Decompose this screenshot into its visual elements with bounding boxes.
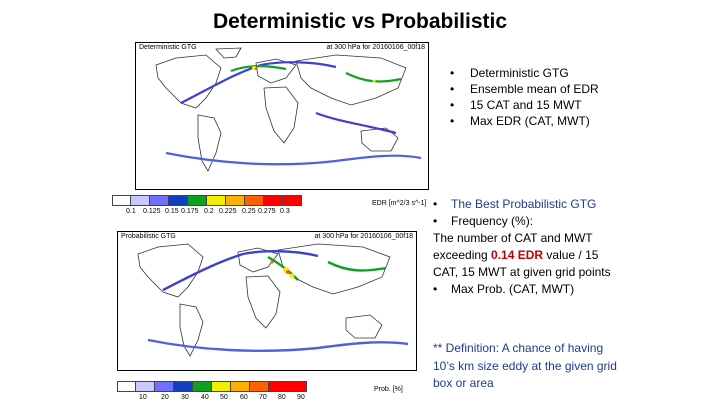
- tick: 60: [240, 394, 248, 401]
- tick: 70: [259, 394, 267, 401]
- tick: 0.175: [181, 208, 199, 215]
- tick: 20: [161, 394, 169, 401]
- tick: 0.25: [242, 208, 256, 215]
- definition-note: ** Definition: A chance of having 10’s k…: [433, 341, 617, 390]
- probability-colorbar: [117, 381, 307, 392]
- tick: 40: [201, 394, 209, 401]
- probabilistic-map: [137, 243, 409, 357]
- edr-unit: EDR [m^2/3 s^-1]: [372, 200, 427, 207]
- tick: 0.1: [126, 208, 136, 215]
- tick: 30: [181, 394, 189, 401]
- tick: 80: [278, 394, 286, 401]
- tick: 0.275: [258, 208, 276, 215]
- bullet-item: Ensemble mean of EDR: [450, 81, 599, 97]
- deterministic-bullets: Deterministic GTG Ensemble mean of EDR 1…: [450, 65, 599, 129]
- bullet-item: 15 CAT and 15 MWT: [450, 97, 599, 113]
- deterministic-map: [155, 47, 422, 172]
- map-title-left: Probabilistic GTG: [121, 233, 176, 240]
- bullet-item: Max EDR (CAT, MWT): [450, 113, 599, 129]
- map-title-right: at 300 hPa for 20160106_00f18: [314, 233, 413, 240]
- edr-colorbar: [112, 195, 302, 206]
- probabilistic-description: • The Best Probabilistic GTG • Frequency (…: [433, 197, 611, 296]
- probabilistic-heading: The Best Probabilistic GTG: [451, 197, 597, 211]
- frequency-text-a: The number of CAT and MWT exceeding: [433, 231, 593, 262]
- map-title-right: at 300 hPa for 20160106_00f18: [326, 44, 425, 51]
- probabilistic-map-panel: Probabilistic GTG at 300 hPa for 2016010…: [117, 231, 417, 371]
- max-prob-label: Max Prob. (CAT, MWT): [451, 282, 575, 296]
- map-title-left: Deterministic GTG: [139, 44, 197, 51]
- frequency-label: Frequency (%):: [451, 214, 534, 228]
- edr-threshold: 0.14 EDR: [491, 248, 544, 262]
- frequency-text-b: value / 15 CAT, 15 MWT at given grid poi…: [433, 248, 611, 279]
- tick: 0.15: [165, 208, 179, 215]
- tick: 0.225: [219, 208, 237, 215]
- probability-unit: Prob. [%]: [374, 386, 403, 393]
- tick: 0.2: [204, 208, 214, 215]
- bullet-item: Deterministic GTG: [450, 65, 599, 81]
- tick: 90: [297, 394, 305, 401]
- tick: 0.125: [143, 208, 161, 215]
- deterministic-map-panel: Deterministic GTG at 300 hPa for 2016010…: [135, 42, 429, 190]
- tick: 10: [139, 394, 147, 401]
- slide-title: Deterministic vs Probabilistic: [212, 10, 508, 33]
- tick: 50: [220, 394, 228, 401]
- tick: 0.3: [280, 208, 290, 215]
